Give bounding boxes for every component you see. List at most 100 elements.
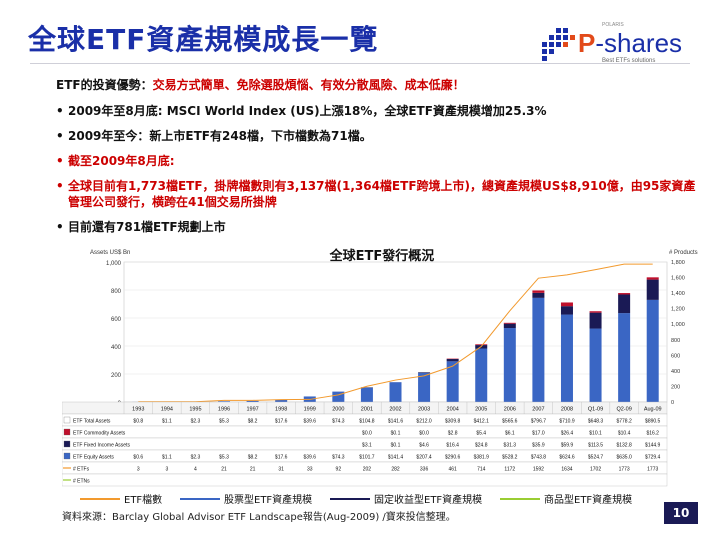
table-cell: 33 [307, 467, 313, 473]
table-cell: $624.6 [559, 455, 575, 461]
y2-tick-label: 800 [671, 338, 680, 344]
table-cell: 3 [165, 467, 168, 473]
table-cell: $6.1 [505, 431, 515, 437]
slide-title: 全球ETF資產規模成長一覽 [28, 23, 379, 56]
table-cell: $144.9 [645, 443, 661, 449]
chart-legend: ETF檔數 股票型ETF資產規模 固定收益型ETF資產規模 商品型ETF資產規模 [80, 491, 680, 506]
x-tick-label: Aug-09 [644, 407, 662, 413]
bullet-item: 全球目前有1,773檔ETF，掛牌檔數則有3,137檔(1,364檔ETF跨境上… [56, 178, 696, 210]
bar-commodity [532, 290, 545, 293]
table-cell: 461 [448, 467, 457, 473]
table-row-swatch [63, 428, 71, 436]
y2-tick-label: 0 [671, 400, 674, 406]
bar-equity [446, 361, 459, 402]
legend-swatch [80, 497, 120, 500]
legend-label: 股票型ETF資產規模 [224, 495, 313, 506]
bar-equity [646, 299, 659, 402]
pshares-logo: POLARIS P-shares Best ETFs solutions [540, 22, 690, 70]
table-cell: $16.4 [446, 443, 459, 449]
table-row-label: ETF Equity Assets [73, 455, 114, 461]
x-tick-label: 2007 [532, 407, 544, 413]
table-cell: 336 [420, 467, 429, 473]
table-cell: $17.0 [532, 431, 545, 437]
etf-growth-chart: 1,0008006004002000Assets US$ Bn1,8001,60… [62, 248, 698, 487]
bar-equity [360, 387, 373, 402]
table-cell: $5.4 [476, 431, 486, 437]
table-cell: 1773 [647, 467, 658, 473]
x-tick-label: 1996 [218, 407, 230, 413]
y-tick-label: 1,000 [106, 261, 122, 267]
legend-item: 股票型ETF資產規模 [180, 491, 313, 506]
table-cell: $2.8 [448, 431, 458, 437]
table-cell: $8.2 [248, 419, 258, 425]
table-cell: $290.6 [445, 455, 461, 461]
bar-equity [618, 313, 631, 402]
legend-label: 固定收益型ETF資產規模 [374, 495, 483, 506]
legend-swatch [500, 497, 540, 500]
table-cell: $141.6 [388, 419, 404, 425]
table-cell: $39.6 [304, 419, 317, 425]
logo-brand-p: P [578, 28, 596, 58]
table-cell: 1592 [533, 467, 544, 473]
table-cell: $104.8 [359, 419, 375, 425]
table-cell: $74.3 [332, 419, 345, 425]
legend-swatch [330, 497, 370, 500]
y-tick-label: 200 [111, 373, 122, 379]
table-cell: $31.3 [504, 443, 517, 449]
title-divider [30, 63, 690, 64]
bar-commodity [475, 344, 488, 346]
table-cell: $524.7 [588, 455, 604, 461]
y2-tick-label: 1,400 [671, 291, 685, 297]
table-cell: $132.8 [616, 443, 632, 449]
table-cell: $528.2 [502, 455, 518, 461]
table-cell: $1.1 [162, 419, 172, 425]
y2-axis-label: # Products [669, 250, 698, 256]
table-cell: $0.6 [133, 455, 143, 461]
table-cell: 714 [477, 467, 486, 473]
table-cell: $648.3 [588, 419, 604, 425]
legend-item: 固定收益型ETF資產規模 [330, 491, 483, 506]
bar-fixed-income [446, 359, 459, 362]
table-cell: $890.5 [645, 419, 661, 425]
table-cell: $24.8 [475, 443, 488, 449]
x-tick-label: 2006 [504, 407, 516, 413]
table-cell: $3.1 [362, 443, 372, 449]
chart-title: 全球ETF發行概況 [329, 248, 435, 264]
x-tick-label: 1997 [246, 407, 258, 413]
y2-tick-label: 1,800 [671, 260, 685, 266]
table-cell: $5.3 [219, 419, 229, 425]
table-cell: $39.6 [304, 455, 317, 461]
x-tick-label: 2002 [389, 407, 401, 413]
legend-label: 商品型ETF資產規模 [544, 495, 633, 506]
table-cell: $212.0 [416, 419, 432, 425]
table-cell: 31 [278, 467, 284, 473]
bar-commodity [589, 311, 602, 313]
bar-equity [589, 328, 602, 402]
bar-equity [503, 328, 516, 402]
table-cell: $59.9 [561, 443, 574, 449]
bar-equity [275, 399, 288, 402]
y-tick-label: 400 [111, 345, 122, 351]
table-cell: $565.6 [502, 419, 518, 425]
table-cell: $8.2 [248, 455, 258, 461]
legend-label: ETF檔數 [124, 495, 163, 506]
table-cell: $0.1 [391, 443, 401, 449]
lead-highlight: 交易方式簡單、免除選股煩惱、有效分散風險、成本低廉！ [152, 78, 465, 92]
table-cell: 1773 [619, 467, 630, 473]
table-cell: $141.4 [388, 455, 404, 461]
table-cell: $0.0 [362, 431, 372, 437]
bar-fixed-income [532, 292, 545, 298]
logo-tagline: Best ETFs solutions [602, 58, 656, 64]
y2-tick-label: 400 [671, 369, 680, 375]
bar-fixed-income [618, 294, 631, 314]
y2-tick-label: 1,000 [671, 322, 685, 328]
table-cell: 3 [137, 467, 140, 473]
bar-equity [218, 401, 231, 402]
table-cell: $101.7 [359, 455, 375, 461]
table-cell: 1702 [590, 467, 601, 473]
table-cell: $1.1 [162, 455, 172, 461]
table-cell: $2.3 [191, 419, 201, 425]
bar-fixed-income [503, 323, 516, 329]
logo-top-text: POLARIS [602, 22, 624, 28]
bar-equity [246, 400, 259, 402]
